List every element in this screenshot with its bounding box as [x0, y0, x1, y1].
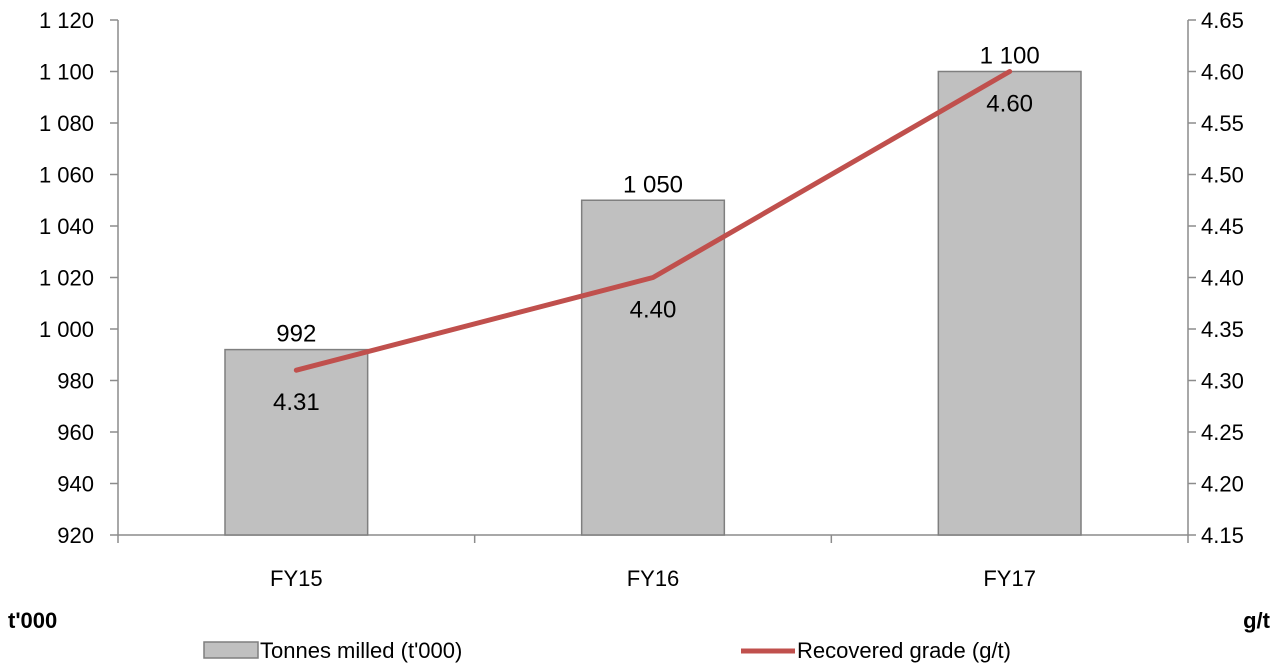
- bar-data-label: 1 050: [623, 171, 683, 198]
- data-labels: 992 1 050 1 100 4.31 4.40 4.60: [273, 43, 1040, 417]
- right-tick-label: 4.55: [1201, 111, 1244, 136]
- right-axis-ticks: 4.15 4.20 4.25 4.30 4.35 4.40 4.45 4.50 4.55 4.60…: [1188, 8, 1244, 548]
- left-tick-label: 1 040: [39, 214, 94, 239]
- right-tick-label: 4.45: [1201, 214, 1244, 239]
- left-axis-unit-label: t'000: [8, 608, 57, 633]
- bar: [580, 199, 726, 536]
- legend: Tonnes milled (t'000) Recovered grade (g…: [203, 638, 1011, 663]
- right-axis-unit-label: g/t: [1243, 608, 1271, 633]
- right-tick-label: 4.40: [1201, 266, 1244, 291]
- right-tick-label: 4.60: [1201, 60, 1244, 85]
- left-tick-label: 960: [57, 420, 94, 445]
- left-tick-label: 920: [57, 523, 94, 548]
- x-tick-label: FY16: [627, 566, 680, 591]
- legend-swatch-bar: [203, 641, 259, 659]
- left-axis-ticks: 920 940 960 980 1 000 1 020 1 040 1 060 1 080 1 1…: [39, 8, 118, 548]
- left-tick-label: 1 080: [39, 111, 94, 136]
- left-tick-label: 1 020: [39, 266, 94, 291]
- right-tick-label: 4.30: [1201, 369, 1244, 394]
- x-axis-ticks: FY15 FY16 FY17: [117, 535, 1189, 591]
- x-tick-label: FY17: [983, 566, 1036, 591]
- line-data-label: 4.60: [986, 91, 1033, 118]
- legend-label-line: Recovered grade (g/t): [797, 638, 1011, 663]
- right-tick-label: 4.65: [1201, 8, 1244, 33]
- left-tick-label: 1 060: [39, 163, 94, 188]
- bar-series: [224, 70, 1082, 536]
- left-tick-label: 1 000: [39, 317, 94, 342]
- line-data-label: 4.40: [630, 297, 677, 324]
- left-tick-label: 980: [57, 369, 94, 394]
- grade-line: [293, 69, 1013, 373]
- x-tick-label: FY15: [270, 566, 323, 591]
- left-tick-label: 1 100: [39, 60, 94, 85]
- right-tick-label: 4.15: [1201, 523, 1244, 548]
- bar: [937, 70, 1082, 536]
- line-data-label: 4.31: [273, 389, 320, 416]
- left-tick-label: 1 120: [39, 8, 94, 33]
- right-tick-label: 4.35: [1201, 317, 1244, 342]
- right-tick-label: 4.50: [1201, 163, 1244, 188]
- legend-label-bar: Tonnes milled (t'000): [260, 638, 462, 663]
- left-tick-label: 940: [57, 472, 94, 497]
- right-tick-label: 4.25: [1201, 420, 1244, 445]
- bar: [224, 348, 369, 536]
- bar-data-label: 1 100: [980, 43, 1040, 70]
- right-tick-label: 4.20: [1201, 472, 1244, 497]
- line-series: [293, 69, 1013, 373]
- bar-data-label: 992: [276, 321, 316, 348]
